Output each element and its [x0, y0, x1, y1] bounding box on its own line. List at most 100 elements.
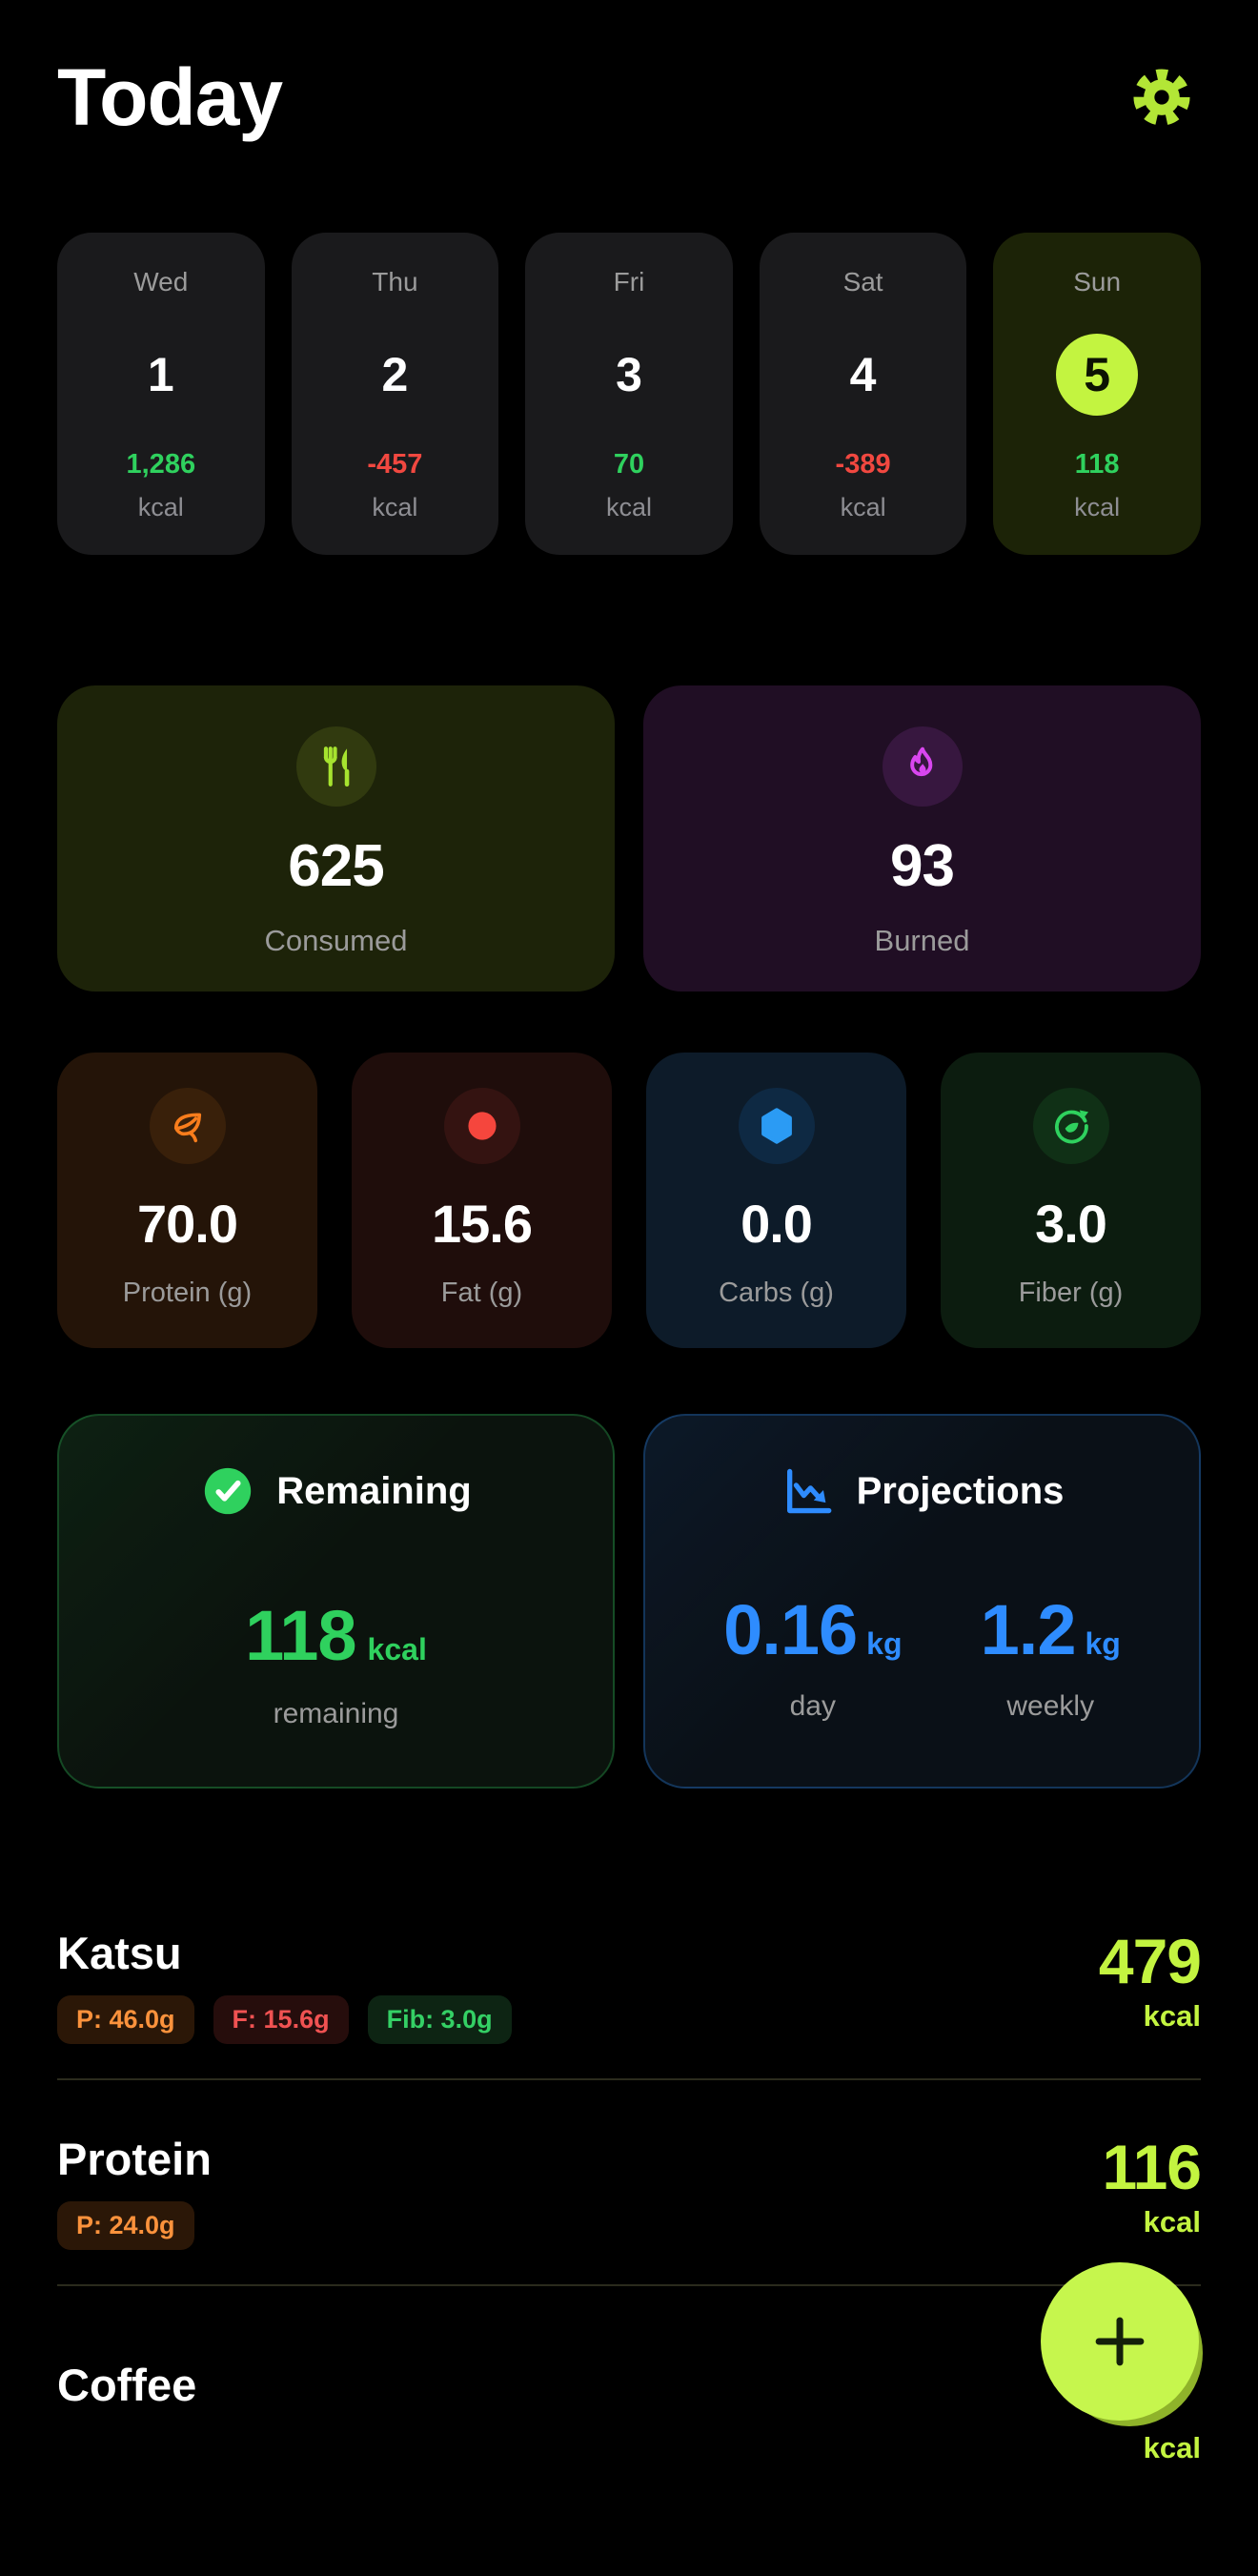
leaf-cycle-icon: [1054, 1110, 1088, 1144]
fiber-label: Fiber (g): [1018, 1278, 1124, 1309]
projections-values: 0.16 kg day 1.2 kg weekly: [645, 1595, 1199, 1723]
dot-icon: [467, 1112, 497, 1140]
consumed-value: 625: [288, 833, 384, 900]
meal-badges: P: 24.0g: [57, 2200, 212, 2250]
meal-kcal-unit: kcal: [1143, 1999, 1201, 2034]
meal-kcal-value: 479: [1098, 1926, 1202, 1997]
protein-value: 70.0: [137, 1194, 238, 1255]
burned-value: 93: [890, 833, 955, 900]
fat-card: 15.6 Fat (g): [352, 1053, 612, 1349]
remaining-header: Remaining: [200, 1463, 472, 1519]
fat-label: Fat (g): [440, 1278, 523, 1309]
fat-value: 15.6: [432, 1194, 533, 1255]
remaining-value: 118: [245, 1596, 356, 1676]
settings-button[interactable]: [1123, 58, 1201, 136]
day-card-sat[interactable]: Sat 4 -389 kcal: [759, 233, 967, 556]
day-number: 4: [849, 348, 877, 402]
carbs-card: 0.0 Carbs (g): [646, 1053, 906, 1349]
projections-header: Projections: [781, 1463, 1065, 1519]
day-kcal-value: 70: [613, 449, 645, 480]
leaf-icon: [173, 1114, 201, 1143]
consumed-label: Consumed: [264, 924, 408, 958]
day-kcal-unit: kcal: [840, 493, 886, 522]
consumed-icon-circle: [295, 726, 376, 808]
gear-icon: [1133, 69, 1190, 126]
projections-title: Projections: [856, 1469, 1065, 1512]
day-label: Thu: [372, 267, 418, 297]
day-number-wrap: 1: [148, 334, 174, 416]
day-kcal-value: -389: [835, 449, 891, 480]
insights-row: Remaining 118 kcal remaining Projections: [57, 1414, 1201, 1789]
meal-info: Katsu P: 46.0g F: 15.6g Fib: 3.0g: [57, 1928, 512, 2045]
fiber-value: 3.0: [1035, 1194, 1107, 1255]
summary-row: 625 Consumed 93 Burned: [57, 685, 1201, 992]
carbs-value: 0.0: [741, 1194, 813, 1255]
consumed-card: 625 Consumed: [57, 685, 615, 992]
projection-daily-value: 0.16: [723, 1590, 858, 1670]
page-title: Today: [57, 52, 283, 142]
flame-icon: [909, 747, 932, 777]
day-kcal-unit: kcal: [605, 493, 652, 522]
projection-daily-unit: kg: [866, 1626, 903, 1662]
remaining-card: Remaining 118 kcal remaining: [57, 1414, 615, 1789]
day-kcal-unit: kcal: [372, 493, 418, 522]
projection-daily: 0.16 kg day: [723, 1595, 902, 1723]
meal-badges: P: 46.0g F: 15.6g Fib: 3.0g: [57, 1995, 512, 2045]
day-kcal-value: -457: [367, 449, 423, 480]
day-number: 1: [147, 348, 174, 402]
meal-calories: 116 kcal: [1103, 2134, 1202, 2239]
projection-daily-label: day: [789, 1690, 836, 1723]
remaining-value-row: 118 kcal: [245, 1601, 427, 1671]
burned-icon-circle: [882, 726, 963, 808]
day-card-sun-selected[interactable]: Sun 5 118 kcal: [993, 233, 1201, 556]
protein-badge: P: 24.0g: [57, 2200, 194, 2250]
projection-weekly-label: weekly: [1006, 1690, 1095, 1723]
protein-icon-circle: [149, 1088, 226, 1165]
check-circle-icon: [205, 1468, 252, 1515]
week-strip: Wed 1 1,286 kcal Thu 2 -457 kcal Fri 3 7…: [57, 233, 1201, 556]
protein-label: Protein (g): [122, 1278, 253, 1309]
meals-list: Katsu P: 46.0g F: 15.6g Fib: 3.0g 479 kc…: [57, 1874, 1202, 2500]
day-label: Fri: [613, 267, 645, 297]
macros-row: 70.0 Protein (g) 15.6 Fat (g) 0.0: [57, 1053, 1201, 1349]
add-entry-fab[interactable]: [1041, 2262, 1199, 2421]
meal-name: Coffee: [57, 2359, 197, 2410]
fiber-badge: Fib: 3.0g: [367, 1995, 512, 2045]
carbs-icon-circle: [738, 1088, 815, 1165]
day-card-wed[interactable]: Wed 1 1,286 kcal: [57, 233, 265, 556]
meal-info: Protein P: 24.0g: [57, 2135, 212, 2250]
day-kcal-value: 1,286: [126, 449, 196, 480]
day-card-fri[interactable]: Fri 3 70 kcal: [525, 233, 733, 556]
day-kcal-value: 118: [1074, 449, 1120, 480]
remaining-unit: kcal: [367, 1632, 427, 1667]
meal-row-coffee[interactable]: Coffee kcal: [57, 2286, 1201, 2500]
burned-label: Burned: [874, 924, 970, 958]
carbs-label: Carbs (g): [719, 1278, 834, 1309]
projections-card: Projections 0.16 kg day 1.2 kg: [643, 1414, 1201, 1789]
meal-calories: kcal: [1144, 2361, 1201, 2465]
fat-icon-circle: [443, 1088, 520, 1165]
day-number: 5: [1084, 348, 1111, 402]
remaining-title: Remaining: [276, 1469, 472, 1512]
day-kcal-unit: kcal: [1074, 493, 1121, 522]
day-number-wrap: 2: [381, 334, 408, 416]
projection-weekly-unit: kg: [1085, 1626, 1121, 1662]
day-label: Wed: [133, 267, 189, 297]
meal-row-protein[interactable]: Protein P: 24.0g 116 kcal: [57, 2080, 1202, 2286]
projection-weekly: 1.2 kg weekly: [981, 1595, 1121, 1723]
remaining-caption: remaining: [273, 1698, 399, 1730]
day-card-thu[interactable]: Thu 2 -457 kcal: [291, 233, 499, 556]
plus-icon: [1095, 2317, 1145, 2366]
meal-calories: 479 kcal: [1098, 1926, 1202, 2034]
day-number: 3: [616, 348, 642, 402]
day-number-wrap: 3: [616, 334, 642, 416]
day-number: 2: [381, 348, 409, 402]
burned-card: 93 Burned: [643, 685, 1201, 992]
hexagon-icon: [761, 1108, 792, 1145]
meal-row-katsu[interactable]: Katsu P: 46.0g F: 15.6g Fib: 3.0g 479 kc…: [57, 1874, 1202, 2081]
projection-weekly-value: 1.2: [980, 1590, 1077, 1670]
fiber-card: 3.0 Fiber (g): [941, 1053, 1201, 1349]
protein-badge: P: 46.0g: [57, 1995, 194, 2045]
meal-name: Katsu: [57, 1928, 182, 1979]
